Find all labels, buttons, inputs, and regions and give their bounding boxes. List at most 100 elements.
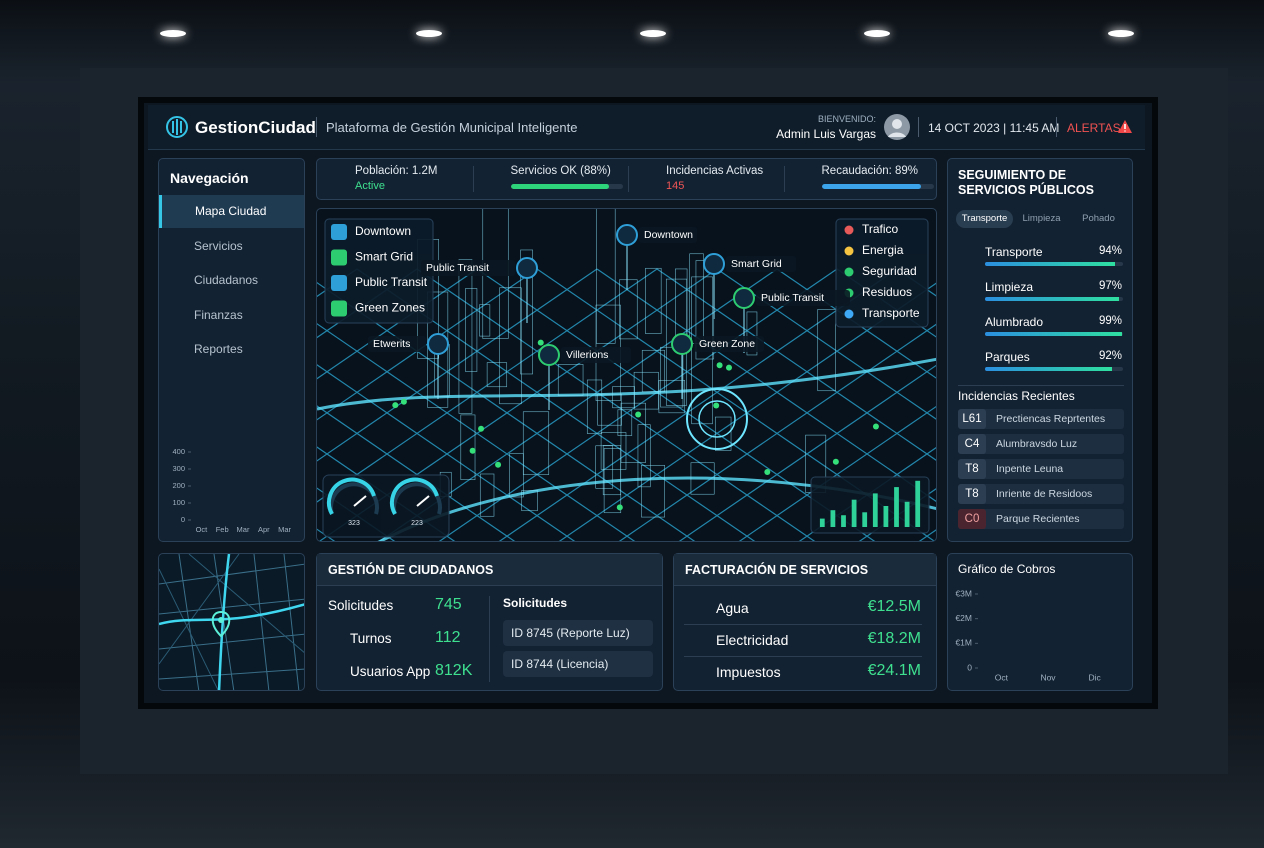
buildings [392,209,879,518]
map-pin[interactable]: Public Transit [421,257,538,323]
y-tick-label: 0 [181,515,185,524]
nav-label: Servicios [194,238,243,253]
incident[interactable]: T8 Inpente Leuna [958,459,1124,479]
pin-head [538,344,560,366]
tree [478,425,485,432]
light [640,30,666,37]
bar [987,628,1015,668]
city-map: Downtown Smart Grid Public Transit Green Zo… [316,208,937,542]
billing-panel: FACTURACIÓN DE SERVICIOS Agua €12.5M Elect… [673,553,937,691]
pin-label: Smart Grid [731,258,782,270]
tree [400,398,407,405]
incident-code: C0 [958,509,986,529]
tab[interactable]: Pohado [1082,213,1115,224]
service-name: Alumbrado [985,315,1044,329]
nav-item[interactable]: Mapa Ciudad [159,195,304,228]
road [498,268,898,541]
request[interactable]: ID 8745 (Reporte Luz) [503,620,653,646]
pin-label-bg [368,336,426,352]
pin-label: Etwerits [373,338,410,350]
incident-code: T8 [958,484,986,504]
bar [225,474,230,520]
incident[interactable]: C4 Alumbravsdo Luz [958,434,1124,454]
gauge: 323 [322,474,450,538]
gauge-track [329,482,379,515]
road [716,268,936,420]
divider [316,117,317,137]
bar [872,493,878,527]
gauge: 223 [389,477,442,527]
progress-bar [985,297,1119,301]
y-tick-label: €1M [955,638,972,648]
nav-item[interactable]: Servicios [159,230,304,263]
bar [245,465,251,520]
plaza [686,388,748,450]
tree [832,458,839,465]
pin-head [516,257,538,279]
legend-label: Smart Grid [355,250,413,264]
nav-item[interactable]: Ciudadanos [159,264,304,297]
incident[interactable]: T8 Inriente de Residoos [958,484,1124,504]
stat: Servicios OK (88%) [472,159,628,199]
divider [684,656,922,657]
x-tick-label: Dic [1089,672,1102,682]
progress-bar [821,184,922,189]
map-pin[interactable]: Smart Grid [703,253,796,319]
bar [915,480,921,527]
brand: GestionCiudad [195,118,316,137]
request[interactable]: ID 8744 (Licencia) [503,651,653,677]
nav-item[interactable]: Reportes [159,333,304,366]
light [160,30,186,37]
bar [204,487,209,520]
welcome: BIENVENIDO: [817,114,876,124]
road [738,405,936,541]
tree [725,364,732,371]
service-value: 97% [1098,280,1122,292]
road [596,268,936,502]
map-pin[interactable]: Villerions [538,344,631,410]
progress-bar [985,332,1122,336]
legend-label: Energia [862,243,904,257]
stat-label: Servicios OK (88%) [510,165,611,177]
map-pin[interactable]: Downtown [616,224,697,290]
metric-value: 112 [435,629,461,646]
requests-title: Solicitudes [503,596,568,610]
services-panel: SEGUIMIENTO DE SERVICIOS PÚBLICOS Transp… [947,158,1133,542]
x-tick-label: Feb [216,525,229,534]
map-pin[interactable]: Etwerits [368,333,449,399]
progress-track [985,332,1123,336]
map-pin[interactable]: Public Transit [733,287,850,353]
pin-label-bg [694,336,764,352]
gauge-needle [416,495,430,507]
nav-item[interactable]: Finanzas [159,299,304,332]
incident[interactable]: C0 Parque Recientes [958,509,1124,529]
divider [918,117,919,137]
pin-head [733,287,755,309]
incident[interactable]: L61 Prectiencas Reprtentes [958,409,1124,429]
y-tick-label: 200 [172,481,185,490]
tab[interactable]: Limpieza [1022,213,1061,224]
stat-status: Active [355,180,385,192]
avatar[interactable] [883,113,911,141]
alerts[interactable]: ALERTAS [1067,121,1121,135]
y-tick-label: €2M [955,613,972,623]
bar [1081,594,1109,668]
bar [266,458,272,520]
nav-title: Navegación [170,170,249,186]
pin-label: Downtown [644,229,693,241]
map-pin[interactable]: Green Zone [671,333,764,399]
panel-header [674,554,936,586]
stat: Población: 1.2M Active [317,159,472,199]
tree [872,423,879,430]
road [656,268,936,461]
light [1108,30,1134,37]
tab[interactable]: Transporte [956,210,1013,228]
service-value: 92% [1098,350,1122,362]
nav-label: Reportes [194,342,243,356]
legend-icon [331,275,347,291]
bar [287,463,293,520]
plaza [698,400,736,438]
building [596,209,616,344]
legend-box [835,218,929,328]
